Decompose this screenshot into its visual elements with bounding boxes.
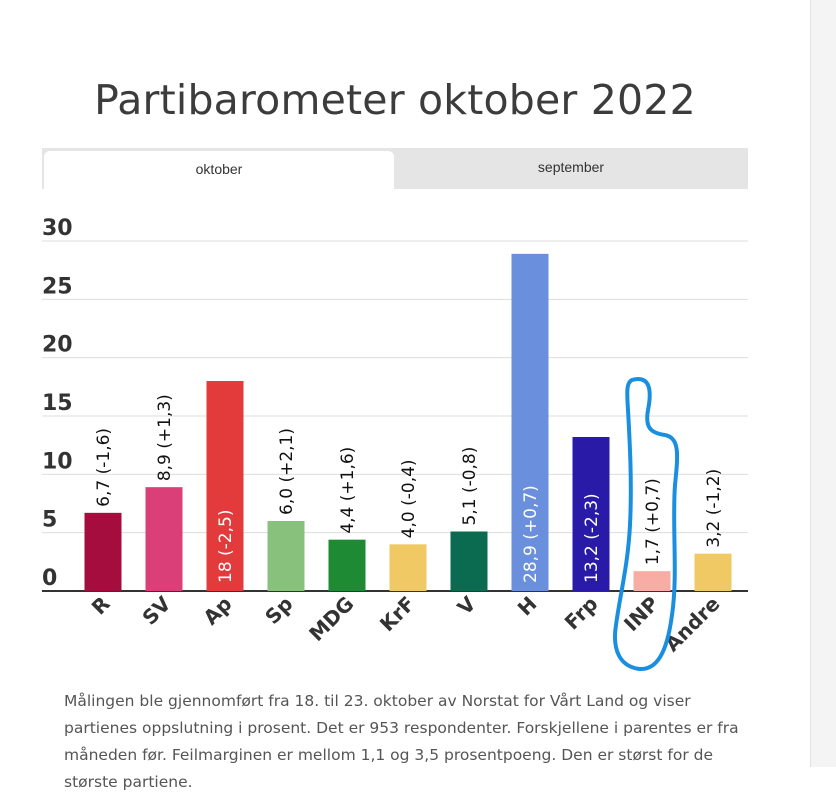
bar-ap[interactable] [206, 381, 244, 591]
bar-sv[interactable] [145, 487, 183, 591]
y-tick-label: 30 [42, 216, 73, 241]
bar-sp[interactable] [267, 521, 305, 591]
category-label-sv: SV [137, 591, 175, 629]
y-tick-label: 20 [42, 333, 73, 358]
data-label-sv: 8,9 (+1,3) [155, 394, 175, 481]
bar-r[interactable] [84, 512, 122, 591]
category-label-r: R [87, 592, 115, 620]
y-tick-label: 0 [42, 566, 57, 591]
category-label-ap: Ap [198, 592, 236, 630]
y-tick-label: 15 [42, 391, 73, 416]
page-title: Partibarometer oktober 2022 [94, 76, 696, 124]
data-label-andre: 3,2 (-1,2) [704, 469, 724, 548]
data-label-frp: 13,2 (-2,3) [582, 493, 602, 583]
data-label-sp: 6,0 (+2,1) [277, 428, 297, 515]
category-label-h: H [513, 592, 542, 621]
bar-frp[interactable] [572, 437, 610, 591]
tab-september[interactable]: september [537, 159, 605, 175]
category-label-mdg: MDG [304, 592, 358, 646]
tab-oktober[interactable]: oktober [44, 151, 394, 189]
y-tick-label: 5 [42, 508, 57, 533]
bar-mdg[interactable] [328, 539, 366, 591]
category-label-krf: KrF [375, 592, 420, 637]
y-tick-label: 10 [42, 449, 73, 474]
bar-h[interactable] [511, 253, 549, 592]
page-right-rail [810, 0, 836, 767]
data-label-v: 5,1 (-0,8) [460, 447, 480, 526]
category-label-v: V [453, 591, 481, 619]
bar-chart: 0 5 10 15 20 25 30 6,7 (-1,6) R 8,9 (+1,3) SV 18 (-… [42, 216, 748, 672]
bar-v[interactable] [450, 531, 488, 592]
category-label-frp: Frp [560, 592, 603, 635]
bar-andre[interactable] [694, 553, 732, 591]
y-tick-label: 25 [42, 274, 73, 299]
tab-bar: oktober september [42, 148, 748, 189]
bar-inp[interactable] [633, 571, 671, 591]
chart-caption: Målingen ble gjennomført fra 18. til 23.… [64, 692, 739, 791]
category-label-inp: INP [619, 592, 663, 636]
data-label-r: 6,7 (-1,6) [94, 428, 114, 507]
data-label-ap: 18 (-2,5) [216, 510, 236, 583]
data-label-krf: 4,0 (-0,4) [399, 459, 419, 538]
data-label-h: 28,9 (+0,7) [521, 485, 541, 583]
data-label-inp: 1,7 (+0,7) [643, 478, 663, 565]
bar-krf[interactable] [389, 544, 427, 591]
category-label-sp: Sp [260, 592, 297, 629]
hand-drawn-highlight-outline [613, 377, 680, 672]
data-label-mdg: 4,4 (+1,6) [338, 447, 358, 534]
